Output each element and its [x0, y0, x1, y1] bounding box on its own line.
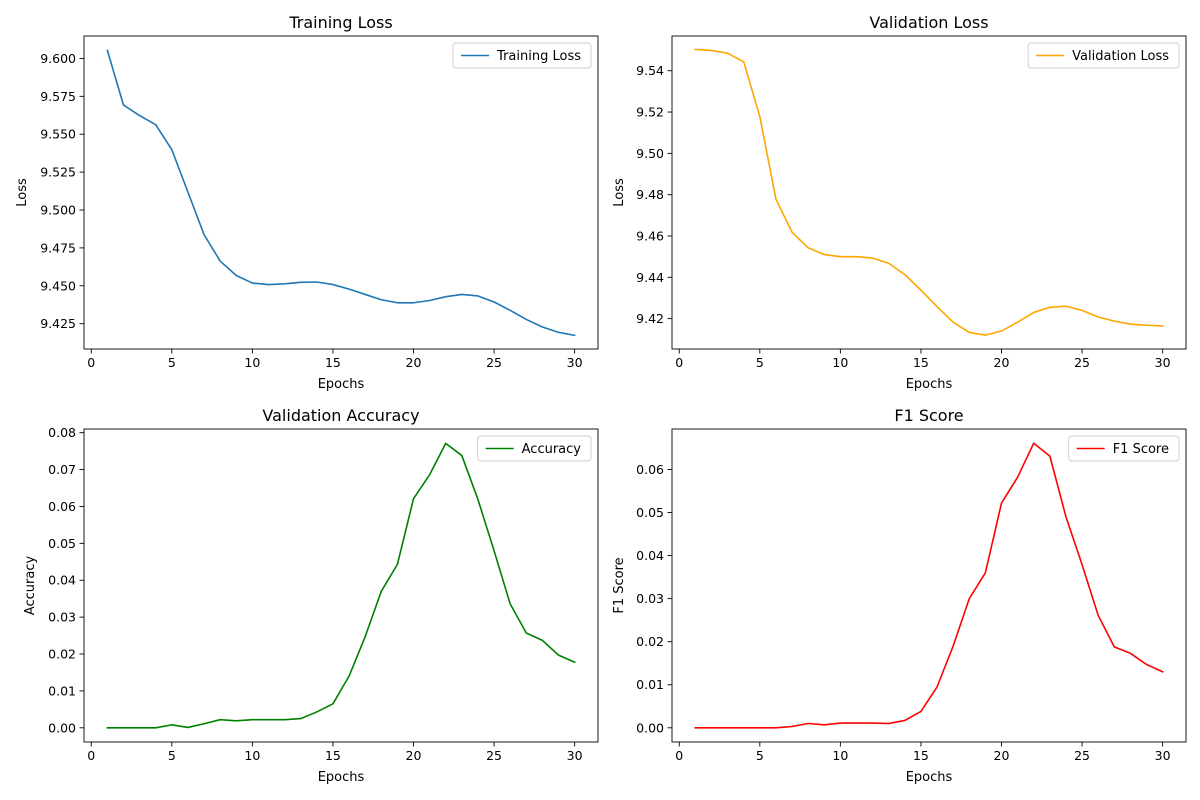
x-tick-label: 5	[168, 748, 176, 763]
subplot-title: Validation Loss	[869, 13, 988, 32]
x-tick-label: 30	[567, 748, 583, 763]
x-tick-label: 30	[1155, 355, 1171, 370]
x-tick-label: 10	[244, 355, 260, 370]
x-tick-label: 25	[1074, 355, 1090, 370]
y-axis-label: Loss	[15, 178, 30, 207]
legend-label: Validation Loss	[1072, 49, 1169, 64]
x-axis-label: Epochs	[906, 377, 953, 392]
y-tick-label: 9.550	[40, 127, 76, 142]
y-tick-label: 9.450	[40, 278, 76, 293]
subplot-4: 0 5 10 15 20 25 30 0.00 0.01 0.02 0.03 0.04 0.05 0.06…	[612, 406, 1187, 785]
y-tick-label: 0.03	[636, 591, 664, 606]
x-tick-label: 15	[325, 748, 341, 763]
x-tick-label: 5	[756, 355, 764, 370]
x-tick-label: 30	[567, 355, 583, 370]
y-tick-label: 0.05	[48, 536, 76, 551]
y-tick-label: 9.600	[40, 51, 76, 66]
y-axis-label: F1 Score	[612, 557, 627, 613]
x-tick-label: 10	[832, 355, 848, 370]
subplot-3: 0 5 10 15 20 25 30 0.00 0.01 0.02 0.03 0.04 0.05 0.06…	[23, 406, 599, 785]
x-tick-label: 15	[325, 355, 341, 370]
y-tick-label: 9.425	[40, 316, 76, 331]
series-line-1-1	[106, 49, 576, 337]
series-line-2-1	[694, 48, 1164, 336]
axes-frame	[83, 35, 599, 350]
x-tick-label: 20	[994, 355, 1010, 370]
x-tick-label: 25	[486, 748, 502, 763]
y-tick-label: 9.54	[636, 63, 664, 78]
y-tick-label: 0.01	[48, 683, 76, 698]
y-tick-label: 0.02	[48, 647, 76, 662]
x-tick-label: 15	[913, 355, 929, 370]
y-tick-label: 0.00	[636, 720, 664, 735]
x-tick-label: 25	[486, 355, 502, 370]
y-tick-label: 9.475	[40, 240, 76, 255]
y-tick-label: 0.06	[48, 499, 76, 514]
y-tick-label: 0.04	[636, 548, 664, 563]
x-tick-label: 5	[756, 748, 764, 763]
y-tick-label: 9.44	[636, 270, 664, 285]
y-tick-label: 0.02	[636, 634, 664, 649]
y-tick-label: 0.06	[636, 462, 664, 477]
subplot-1: 0 5 10 15 20 25 30 9.425 9.450 9.475 9.500 9.525 9.5…	[15, 13, 599, 392]
y-tick-label: 9.525	[40, 165, 76, 180]
legend-label: F1 Score	[1113, 442, 1169, 457]
y-tick-label: 9.50	[636, 146, 664, 161]
y-tick-label: 9.42	[636, 311, 664, 326]
y-tick-label: 9.500	[40, 203, 76, 218]
legend-label: Accuracy	[522, 442, 582, 457]
x-tick-label: 0	[675, 355, 683, 370]
x-tick-label: 25	[1074, 748, 1090, 763]
legend-box	[477, 435, 592, 462]
series-line-3-1	[106, 442, 576, 729]
y-axis-label: Loss	[612, 178, 627, 207]
series-line-4-1	[694, 442, 1164, 729]
legend: Validation Loss	[1027, 42, 1180, 69]
y-tick-label: 9.48	[636, 187, 664, 202]
y-tick-label: 0.01	[636, 677, 664, 692]
legend: F1 Score	[1068, 435, 1180, 462]
legend-box	[452, 42, 592, 69]
x-tick-label: 15	[913, 748, 929, 763]
y-tick-label: 0.03	[48, 610, 76, 625]
axes-frame	[671, 428, 1187, 743]
y-tick-label: 0.08	[48, 425, 76, 440]
x-tick-label: 0	[87, 355, 95, 370]
x-tick-label: 0	[675, 748, 683, 763]
x-axis-label: Epochs	[318, 377, 365, 392]
subplot-title: Training Loss	[288, 13, 392, 32]
x-tick-label: 10	[244, 748, 260, 763]
legend-label: Training Loss	[496, 49, 581, 64]
y-tick-label: 0.07	[48, 462, 76, 477]
y-tick-label: 9.575	[40, 89, 76, 104]
y-tick-label: 9.52	[636, 105, 664, 120]
y-tick-label: 0.00	[48, 720, 76, 735]
y-tick-label: 0.05	[636, 505, 664, 520]
x-tick-label: 10	[832, 748, 848, 763]
x-tick-label: 20	[406, 355, 422, 370]
x-axis-label: Epochs	[906, 770, 953, 785]
legend-box	[1027, 42, 1180, 69]
y-tick-label: 9.46	[636, 228, 664, 243]
x-tick-label: 20	[406, 748, 422, 763]
y-tick-label: 0.04	[48, 573, 76, 588]
subplot-title: Validation Accuracy	[262, 406, 419, 425]
axes-frame	[671, 35, 1187, 350]
subplot-title: F1 Score	[894, 406, 963, 425]
x-tick-label: 30	[1155, 748, 1171, 763]
x-tick-label: 20	[994, 748, 1010, 763]
x-axis-label: Epochs	[318, 770, 365, 785]
x-tick-label: 0	[87, 748, 95, 763]
subplot-2: 0 5 10 15 20 25 30 9.42 9.44 9.46 9.48 9.50 9.52 9.54…	[612, 13, 1187, 392]
legend: Accuracy	[477, 435, 592, 462]
axes-frame	[83, 428, 599, 743]
y-axis-label: Accuracy	[23, 556, 38, 616]
x-tick-label: 5	[168, 355, 176, 370]
legend-box	[1068, 435, 1180, 462]
legend: Training Loss	[452, 42, 592, 69]
